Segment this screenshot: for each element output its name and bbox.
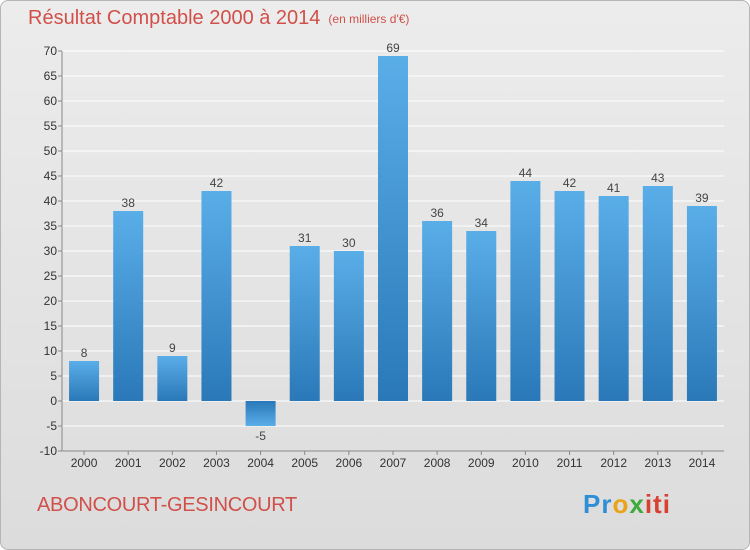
chart-title: Résultat Comptable 2000 à 2014 (en millie… [28, 7, 409, 30]
data-label-2009: 34 [475, 216, 489, 230]
data-label-2013: 43 [651, 171, 665, 185]
commune-name: ABONCOURT-GESINCOURT [37, 494, 297, 516]
y-tick-label: 50 [44, 144, 58, 158]
bar-2013 [642, 186, 673, 401]
y-tick-label: 70 [44, 44, 58, 58]
data-label-2004: -5 [255, 429, 266, 443]
logo-part-4: iti [644, 489, 671, 519]
data-label-2014: 39 [695, 191, 709, 205]
chart-title-text: Résultat Comptable 2000 à 2014 [28, 7, 321, 29]
y-tick-label: 15 [44, 319, 58, 333]
x-tick-label-2008: 2008 [424, 456, 451, 470]
y-tick-label: 10 [44, 344, 58, 358]
x-tick-label-2010: 2010 [512, 456, 539, 470]
bar-2001 [113, 211, 144, 401]
y-tick-label: 40 [44, 194, 58, 208]
data-label-2011: 42 [563, 176, 577, 190]
bar-2006 [333, 251, 364, 401]
x-tick-label-2014: 2014 [689, 456, 716, 470]
y-tick-label: -10 [40, 444, 58, 458]
logo-part-1: Pr [583, 489, 613, 519]
y-tick-label: -5 [46, 419, 57, 433]
x-tick-label-2000: 2000 [71, 456, 98, 470]
y-tick-label: 0 [50, 394, 57, 408]
y-tick-label: 60 [44, 94, 58, 108]
y-tick-label: 45 [44, 169, 58, 183]
chart-unit: (en milliers d'€) [328, 12, 410, 26]
bars [69, 56, 717, 426]
axes [58, 50, 724, 455]
data-label-2006: 30 [342, 236, 356, 250]
y-tick-label: 55 [44, 119, 58, 133]
x-tick-labels: 2000 2001 2002 2003 2004 2005 2006 2007 2008 2009… [71, 456, 716, 470]
y-tick-label: 65 [44, 69, 58, 83]
data-label-2008: 36 [430, 206, 444, 220]
y-tick-label: 25 [44, 269, 58, 283]
bar-2009 [466, 231, 497, 401]
x-tick-label-2003: 2003 [203, 456, 230, 470]
data-labels: 8 38 9 42 -5 31 30 69 36 34 44 42 41 43 39 [81, 41, 709, 443]
bar-2007 [377, 56, 409, 401]
bar-2002 [157, 356, 188, 401]
bar-2003 [201, 191, 232, 401]
data-label-2000: 8 [81, 346, 88, 360]
bar-2004 [245, 401, 276, 426]
bar-2010 [510, 181, 541, 401]
y-tick-label: 5 [50, 369, 57, 383]
data-label-2002: 9 [169, 341, 176, 355]
x-tick-label-2004: 2004 [247, 456, 274, 470]
proxiti-logo: Proxiti [583, 489, 671, 520]
x-tick-label-2007: 2007 [380, 456, 407, 470]
data-label-2005: 31 [298, 231, 312, 245]
bar-2008 [422, 221, 453, 401]
data-label-2010: 44 [519, 166, 533, 180]
x-tick-label-2005: 2005 [291, 456, 318, 470]
x-tick-label-2001: 2001 [115, 456, 142, 470]
bar-2014 [686, 206, 717, 401]
data-label-2001: 38 [122, 196, 136, 210]
logo-part-3: x [629, 489, 645, 519]
data-label-2003: 42 [210, 176, 224, 190]
y-tick-label: 30 [44, 244, 58, 258]
data-label-2012: 41 [607, 181, 621, 195]
y-tick-label: 20 [44, 294, 58, 308]
bar-2005 [289, 246, 320, 401]
bar-2012 [598, 196, 629, 401]
x-tick-label-2006: 2006 [336, 456, 363, 470]
y-tick-labels: -10 -5 0 5 10 15 20 25 30 35 40 45 50 55 60 65 70 [40, 44, 58, 458]
y-tick-label: 35 [44, 219, 58, 233]
data-label-2007: 69 [386, 41, 400, 55]
x-tick-label-2009: 2009 [468, 456, 495, 470]
x-tick-label-2012: 2012 [600, 456, 627, 470]
x-tick-label-2013: 2013 [644, 456, 671, 470]
bar-2000 [69, 361, 100, 401]
x-tick-label-2002: 2002 [159, 456, 186, 470]
bar-2011 [554, 191, 585, 401]
x-tick-label-2011: 2011 [557, 456, 583, 470]
logo-part-2: o [612, 489, 630, 519]
